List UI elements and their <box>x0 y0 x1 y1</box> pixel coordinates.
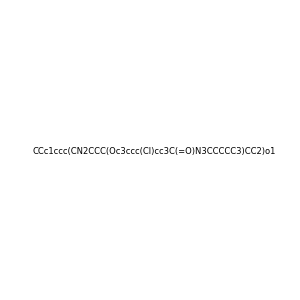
Text: CCc1ccc(CN2CCC(Oc3ccc(Cl)cc3C(=O)N3CCCCC3)CC2)o1: CCc1ccc(CN2CCC(Oc3ccc(Cl)cc3C(=O)N3CCCCC… <box>32 147 275 156</box>
